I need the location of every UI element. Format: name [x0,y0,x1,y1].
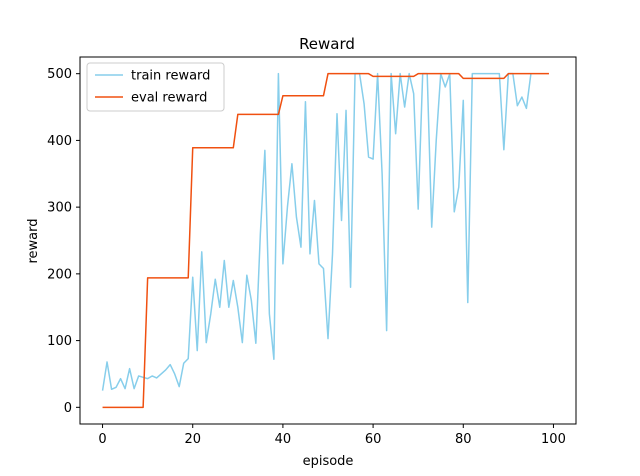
y-tick-label: 0 [64,401,72,416]
x-tick-label: 60 [365,432,382,447]
chart-title: Reward [299,35,355,53]
y-axis-label: reward [26,218,41,263]
legend-entry: train reward [131,69,210,84]
x-tick-label: 80 [455,432,472,447]
plot-area [101,72,549,409]
x-tick-label: 100 [541,432,566,447]
series-line-train-reward [101,72,532,391]
plot-frame [79,56,577,425]
y-tick-label: 500 [47,67,72,82]
series-line-eval-reward [102,72,549,409]
axis-ticks: 0 20 40 60 80 100 0 100 200 300 400 500 [47,67,566,447]
y-tick-label: 300 [47,201,72,216]
x-tick-label: 0 [98,432,106,447]
y-tick-label: 100 [47,334,72,349]
x-axis-label: episode [303,454,354,469]
legend: train reward eval reward [86,62,225,112]
y-tick-label: 200 [47,267,72,282]
legend-entry: eval reward [131,91,207,106]
x-tick-label: 40 [275,432,292,447]
x-tick-label: 20 [184,432,201,447]
y-tick-label: 400 [47,134,72,149]
